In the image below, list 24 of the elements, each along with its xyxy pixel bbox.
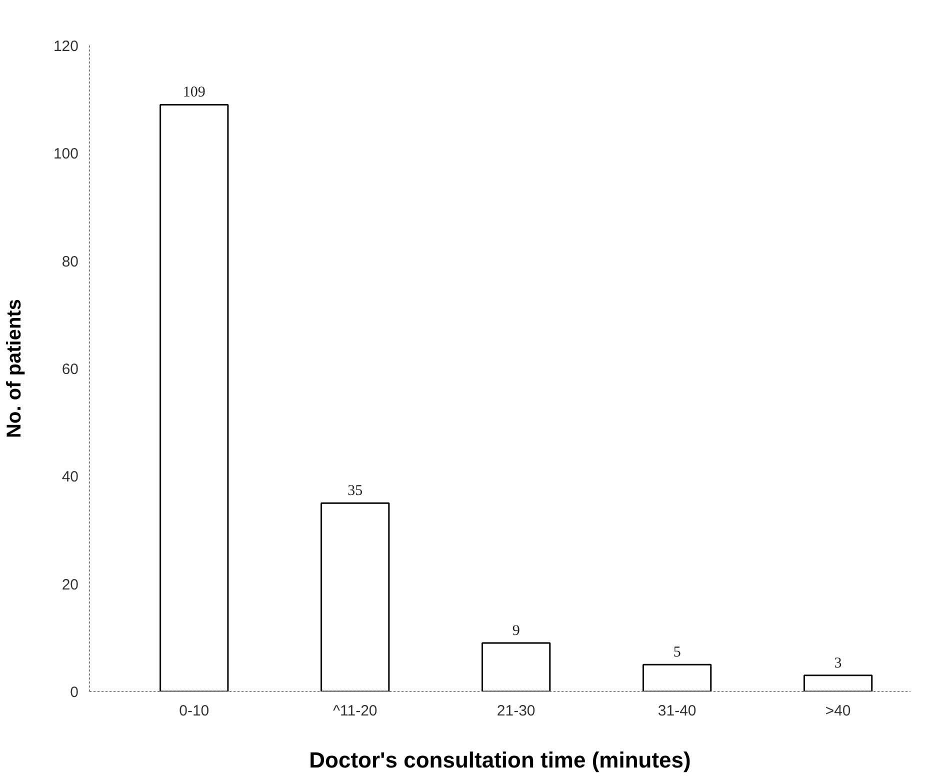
bar <box>642 664 712 692</box>
y-axis-title: No. of patients <box>3 299 26 438</box>
bar <box>804 674 873 692</box>
data-label: 109 <box>182 84 206 101</box>
x-tick-label: ^11-20 <box>332 702 378 720</box>
x-tick-label: 0-10 <box>179 702 210 720</box>
data-label: 35 <box>348 483 363 500</box>
y-tick-label: 100 <box>53 146 79 163</box>
y-tick-label: 20 <box>62 576 79 594</box>
y-tick-label: 120 <box>53 38 79 55</box>
x-tick-label: >40 <box>825 702 851 720</box>
data-label: 3 <box>834 655 842 672</box>
x-axis-title: Doctor's consultation time (minutes) <box>309 748 691 772</box>
x-tick-label: 31-40 <box>658 702 696 720</box>
y-tick-label: 0 <box>70 684 78 701</box>
bar <box>482 642 551 692</box>
bar <box>320 502 390 692</box>
bar <box>160 104 229 692</box>
y-tick-label: 60 <box>62 361 79 378</box>
y-tick-label: 40 <box>62 468 79 486</box>
data-label: 5 <box>673 644 681 661</box>
y-tick-label: 80 <box>62 253 79 270</box>
x-tick-label: 21-30 <box>496 702 536 720</box>
data-label: 9 <box>512 623 520 640</box>
